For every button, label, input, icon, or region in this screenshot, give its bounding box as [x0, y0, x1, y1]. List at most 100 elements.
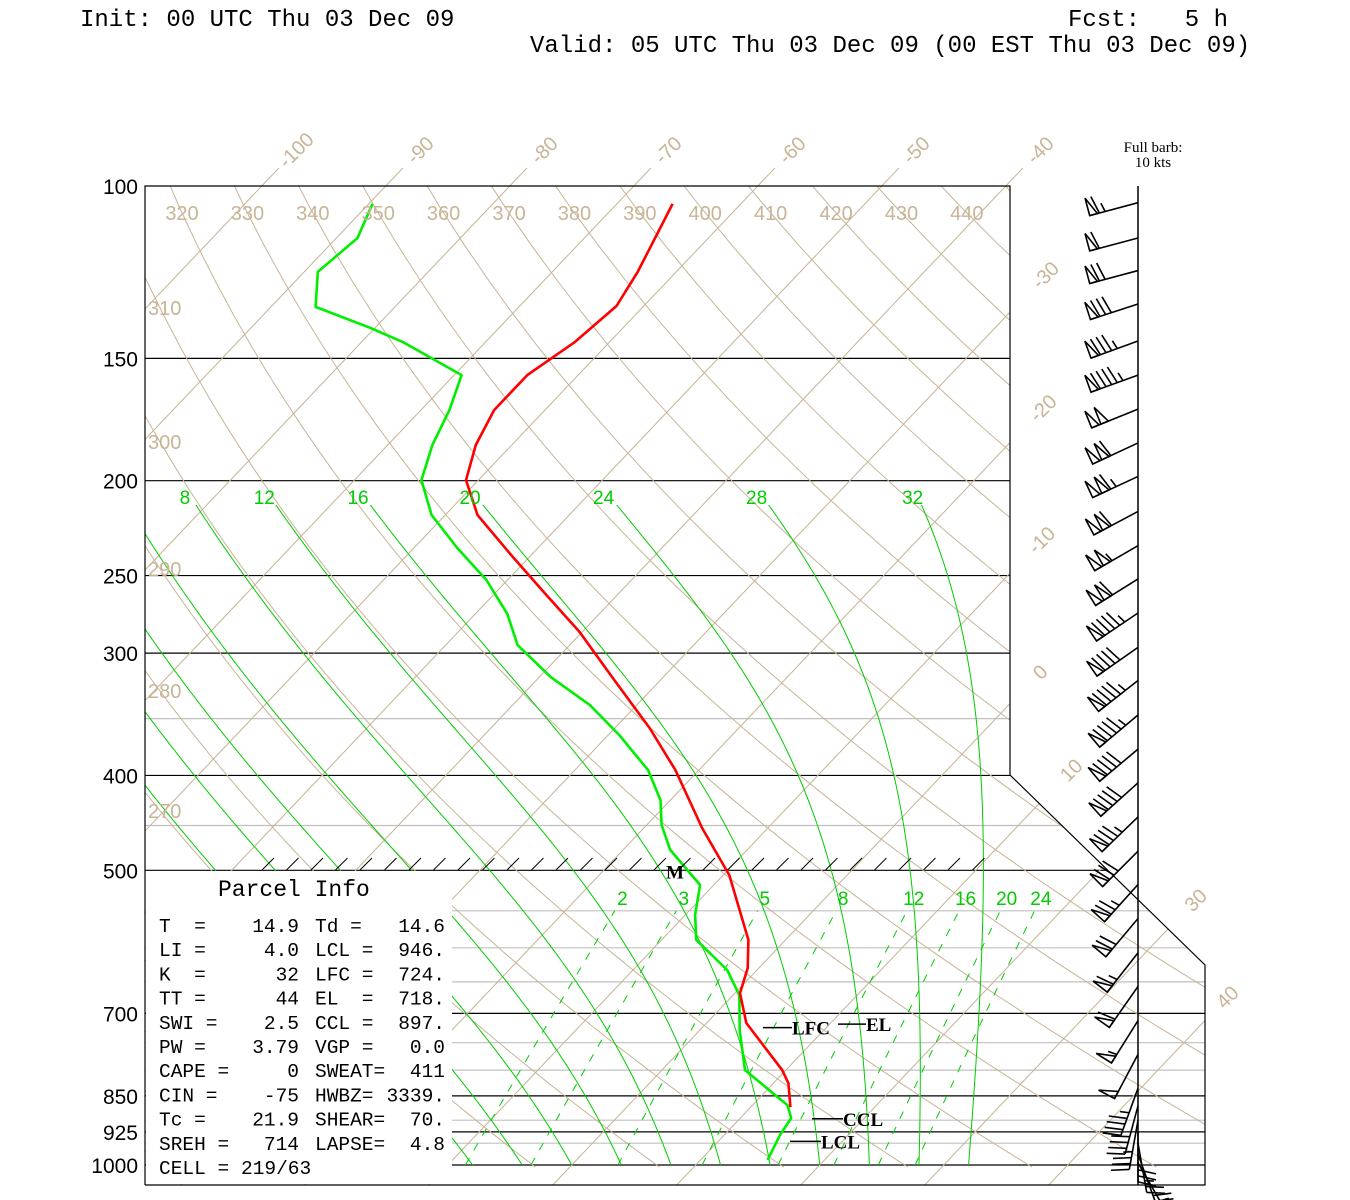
barb-feather [1092, 798, 1109, 811]
barb-feather [1099, 581, 1114, 596]
barb-feather [1095, 336, 1107, 354]
mixing-ratio-label: 5 [759, 889, 770, 910]
barb-feather [1099, 935, 1117, 946]
hatch-mark [898, 857, 912, 871]
barb-feather [1095, 939, 1113, 950]
dry-adiabat [350, 186, 1205, 1168]
barb-feather [1106, 1152, 1126, 1155]
hatch-mark [947, 857, 961, 871]
wind-barbs [1084, 196, 1181, 1200]
barb-half-feather [1117, 719, 1127, 726]
isotherm-label: -100 [275, 129, 319, 173]
hatch-mark [359, 857, 373, 871]
barb-flag [1084, 374, 1100, 394]
hatch-mark [286, 857, 299, 871]
barb-half-feather [1107, 1050, 1118, 1056]
barb-feather [1090, 196, 1101, 214]
dry-adiabat-label: 440 [950, 203, 983, 225]
barb-half-feather [1117, 372, 1124, 381]
barb-half-feather [1105, 553, 1113, 562]
dry-adiabat-label: 390 [623, 203, 656, 225]
barb-feather [1098, 474, 1112, 490]
isotherm-label: 0 [1029, 661, 1052, 684]
barb-feather [1111, 1162, 1131, 1166]
wind-barb [1088, 816, 1139, 853]
isotherm [145, 186, 659, 1185]
wind-barb [1084, 262, 1139, 285]
isotherm-label: -40 [1023, 133, 1059, 169]
mixing-ratio-line [777, 910, 908, 1166]
barb-half-feather [1110, 900, 1120, 907]
moist-adiabat-label: 20 [459, 488, 480, 509]
moist-adiabat-label: 12 [254, 488, 275, 509]
dry-adiabat-label: 300 [148, 432, 181, 454]
parcel-right-value: 4.8 [410, 1134, 445, 1156]
moist-adiabat-label: 16 [347, 488, 368, 509]
barb-feather [1106, 786, 1123, 799]
isotherm [676, 186, 1205, 1185]
hatch-mark [408, 857, 422, 871]
parcel-left-value: 21.9 [252, 1110, 299, 1132]
barb-flag [1087, 732, 1108, 749]
isotherm-stub [385, 167, 404, 187]
barb-feather [1102, 1132, 1122, 1137]
barb-feather [1101, 721, 1118, 734]
parcel-right-label: SWEAT= [315, 1061, 385, 1083]
parcel-right-value: 718. [398, 989, 445, 1011]
wind-barb [1091, 917, 1139, 958]
barb-feather [1102, 825, 1119, 838]
wind-barb [1087, 714, 1139, 749]
dry-adiabat [286, 186, 1205, 1168]
mixing-ratio-line [617, 910, 759, 1166]
barb-flag [1084, 265, 1099, 285]
barb-feather [1095, 298, 1107, 315]
parcel-left-label: PW = [159, 1037, 206, 1059]
dry-adiabat-label: 350 [362, 203, 395, 225]
wind-barb [1085, 544, 1139, 572]
parcel-left-value: 2.5 [264, 1013, 299, 1035]
parcel-left-label: TT = [159, 989, 206, 1011]
barb-flag [1085, 554, 1104, 572]
barb-feather [1089, 338, 1102, 356]
barb-feather [1096, 975, 1114, 985]
barb-feather [1097, 1011, 1116, 1020]
parcel-right-label: VGP = [315, 1037, 374, 1059]
barb-flag [1085, 589, 1104, 607]
barb-flag [1093, 549, 1112, 567]
parcel-right-label: Td = [315, 916, 362, 938]
barb-flag [1093, 476, 1111, 495]
parcel-right-value: 14.6 [398, 916, 445, 938]
barb-feather [1097, 794, 1114, 807]
parcel-left-label: CIN = [159, 1085, 218, 1107]
dry-adiabat [603, 186, 1205, 1168]
wind-barb [1110, 1120, 1139, 1172]
barb-flag [1084, 301, 1100, 321]
barb-flag [1089, 873, 1110, 888]
parcel-info-panel [146, 871, 452, 1184]
pressure-tick-label: 500 [103, 860, 138, 883]
dry-adiabat [540, 186, 1205, 1168]
parcel-left-value: 32 [276, 964, 299, 986]
hatch-mark [702, 857, 716, 871]
moist-adiabat [180, 505, 672, 1166]
barb-feather [1090, 264, 1101, 282]
barb-feather [1101, 334, 1113, 352]
moist-adiabat [596, 505, 870, 1166]
parcel-info-title: Parcel Info [218, 877, 370, 903]
hatch-mark [335, 857, 348, 871]
wind-barb [1086, 679, 1139, 713]
barb-flag [1093, 584, 1113, 602]
barb-feather [1109, 1140, 1129, 1144]
wind-barb [1084, 406, 1139, 429]
barb-feather [1137, 1181, 1157, 1187]
barb-feather [1102, 860, 1119, 872]
dry-adiabat-label: 270 [148, 801, 181, 823]
moist-adiabat [145, 505, 622, 1166]
parcel-left-label: SWI = [159, 1013, 218, 1035]
isotherm-label: -10 [1024, 523, 1060, 559]
barb-feather [1101, 368, 1113, 386]
barb-feather [1106, 366, 1119, 384]
wind-barb [1084, 231, 1139, 252]
wind-barb [1088, 782, 1139, 818]
